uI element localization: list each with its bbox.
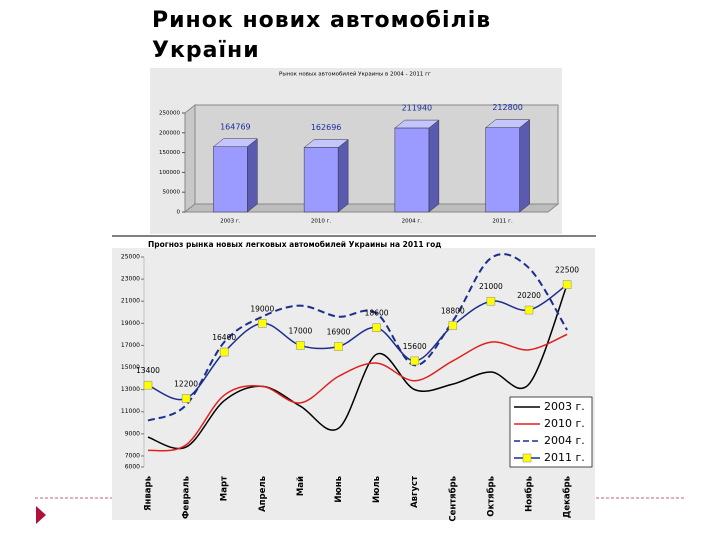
legend-marker bbox=[522, 453, 532, 463]
value-label: 16900 bbox=[327, 328, 351, 337]
x-tick-label: Март bbox=[220, 476, 230, 501]
value-label: 22500 bbox=[555, 266, 579, 275]
x-tick-label: Ноябрь bbox=[524, 476, 535, 512]
side-wall bbox=[184, 103, 196, 214]
x-tick-label: Июнь bbox=[334, 476, 344, 503]
y-tick-label: 250000 bbox=[159, 111, 180, 117]
y-tick-label: 25000 bbox=[121, 254, 140, 261]
y-tick-label: 21000 bbox=[121, 298, 140, 305]
bar-side bbox=[519, 119, 530, 213]
chart-title: Прогноз рынка новых легковых автомобилей… bbox=[148, 240, 441, 249]
y-tick-label: 0 bbox=[177, 210, 181, 216]
value-label: 12200 bbox=[174, 379, 198, 388]
legend-label: 2011 г. bbox=[544, 451, 585, 464]
marker bbox=[219, 347, 229, 357]
marker bbox=[524, 305, 534, 315]
y-tick-label: 23000 bbox=[121, 276, 140, 283]
decor-triangle bbox=[36, 506, 46, 524]
value-label: 15600 bbox=[403, 342, 427, 351]
y-tick-label: 11000 bbox=[121, 408, 140, 415]
marker bbox=[372, 323, 381, 332]
x-tick-label: Февраль bbox=[182, 476, 192, 519]
x-tick-label: 2010 г. bbox=[311, 219, 332, 225]
marker bbox=[143, 380, 153, 390]
legend-label: 2004 г. bbox=[544, 434, 585, 447]
slide-title: Ринок нових автомобілів України bbox=[152, 8, 492, 63]
x-tick-label: 2011 г. bbox=[492, 219, 513, 225]
value-label: 212800 bbox=[492, 103, 523, 112]
x-tick-label: Август bbox=[410, 476, 420, 508]
bar bbox=[213, 146, 248, 213]
bar-side bbox=[337, 139, 349, 213]
y-tick-label: 6000 bbox=[125, 464, 140, 471]
marker bbox=[181, 394, 191, 403]
value-label: 18600 bbox=[365, 309, 389, 318]
y-tick-label: 150000 bbox=[159, 150, 180, 156]
bar-side bbox=[247, 138, 258, 213]
y-tick-label: 50000 bbox=[163, 190, 181, 196]
x-tick-label: Май bbox=[296, 476, 306, 496]
value-label: 164769 bbox=[220, 122, 251, 131]
x-tick-label: Июль bbox=[372, 476, 382, 503]
bar bbox=[303, 147, 339, 213]
y-tick-label: 100000 bbox=[159, 170, 180, 176]
bar-side bbox=[428, 119, 440, 213]
y-tick-label: 15000 bbox=[121, 364, 140, 371]
value-label: 18800 bbox=[441, 307, 465, 316]
y-tick-label: 200000 bbox=[159, 130, 180, 136]
chart2-background bbox=[112, 248, 595, 520]
y-tick-label: 13000 bbox=[121, 386, 140, 393]
x-tick-label: Январь bbox=[144, 476, 154, 511]
marker bbox=[334, 342, 343, 351]
value-label: 13400 bbox=[136, 366, 160, 375]
value-label: 19000 bbox=[250, 304, 274, 313]
x-tick-label: 2004 г. bbox=[402, 219, 423, 225]
legend-label: 2003 г. bbox=[544, 400, 585, 413]
marker bbox=[562, 280, 572, 289]
marker bbox=[296, 341, 305, 350]
marker bbox=[448, 321, 458, 330]
y-tick-label: 7000 bbox=[125, 452, 140, 459]
bar bbox=[394, 127, 430, 213]
y-tick-label: 17000 bbox=[121, 342, 140, 349]
series-line bbox=[147, 284, 568, 450]
y-tick-label: 9000 bbox=[125, 430, 140, 437]
y-tick-label: 19000 bbox=[121, 320, 140, 327]
value-label: 20200 bbox=[517, 291, 541, 300]
chart-title: Рынок новых автомобилей Украины в 2004 -… bbox=[279, 71, 431, 78]
x-tick-label: Декабрь bbox=[562, 476, 573, 518]
value-label: 162696 bbox=[311, 123, 342, 132]
series-line bbox=[147, 253, 568, 422]
legend-label: 2010 г. bbox=[544, 417, 585, 430]
bar bbox=[485, 127, 520, 213]
marker bbox=[410, 356, 419, 366]
marker bbox=[486, 296, 496, 306]
value-label: 17000 bbox=[288, 326, 312, 335]
x-tick-label: Апрель bbox=[258, 476, 268, 512]
value-label: 16400 bbox=[212, 333, 236, 342]
x-tick-label: Октябрь bbox=[485, 476, 496, 517]
value-label: 21000 bbox=[479, 282, 503, 291]
marker bbox=[258, 319, 267, 328]
value-label: 211940 bbox=[402, 104, 433, 113]
series-line bbox=[147, 333, 568, 452]
x-tick-label: 2003 г. bbox=[220, 219, 241, 225]
x-tick-label: Сентябрь bbox=[447, 476, 458, 522]
